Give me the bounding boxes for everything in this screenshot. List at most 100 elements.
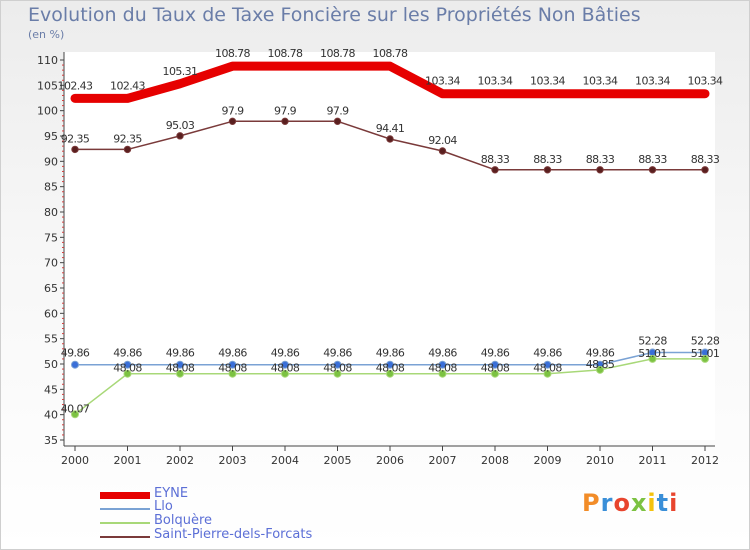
data-label: 49.86 [533, 347, 562, 360]
data-point [386, 369, 394, 378]
data-point [543, 166, 552, 174]
series-line-0 [70, 61, 710, 103]
data-point [71, 410, 79, 419]
data-label: 103.34 [583, 75, 618, 88]
data-label: 103.34 [530, 75, 565, 88]
chart-title: Evolution du Taux de Taxe Foncière sur l… [28, 4, 641, 26]
y-tick-label: 110 [37, 54, 58, 67]
data-point [333, 369, 342, 378]
data-label: 92.35 [113, 132, 142, 145]
x-tick-label: 2004 [271, 454, 299, 467]
data-label: 52.28 [638, 334, 667, 347]
data-label: 97.9 [326, 104, 349, 117]
plot-area [64, 52, 715, 440]
data-label: 49.86 [323, 347, 352, 360]
logo-letter: x [630, 489, 648, 517]
x-tick-label: 2007 [429, 454, 457, 467]
data-label: 48.08 [218, 362, 247, 375]
data-label: 48.08 [376, 362, 405, 375]
legend-swatch [100, 508, 150, 510]
data-label: 94.41 [376, 122, 405, 135]
y-tick-label: 35 [44, 434, 58, 447]
logo-letter: i [647, 489, 657, 517]
data-label: 49.86 [481, 347, 510, 360]
data-label: 95.03 [166, 119, 195, 132]
data-label: 49.86 [166, 347, 195, 360]
data-point [386, 135, 394, 143]
logo-letter: t [656, 489, 670, 517]
data-label: 48.08 [323, 362, 352, 375]
data-label: 49.86 [113, 347, 142, 360]
x-tick-label: 2008 [481, 454, 509, 467]
data-point [491, 360, 499, 369]
data-label: 88.33 [691, 153, 720, 166]
x-tick-label: 2012 [691, 454, 719, 467]
data-point [228, 117, 237, 126]
data-label: 103.34 [688, 75, 723, 88]
data-point [491, 166, 499, 174]
data-label: 48.85 [586, 358, 615, 371]
legend-swatch [100, 522, 150, 524]
data-point [701, 166, 709, 174]
data-label: 48.08 [428, 362, 457, 375]
y-tick-label: 70 [44, 257, 58, 270]
data-label: 92.35 [61, 132, 90, 145]
data-label: 108.78 [215, 47, 250, 60]
data-label: 48.08 [533, 362, 562, 375]
y-tick-label: 105 [37, 79, 58, 92]
data-point [281, 117, 289, 126]
data-label: 49.86 [428, 347, 457, 360]
data-point [648, 166, 657, 174]
data-point [701, 354, 709, 363]
data-point [176, 360, 184, 369]
x-tick-label: 2003 [219, 454, 247, 467]
data-label: 49.86 [61, 347, 90, 360]
data-label: 49.86 [218, 347, 247, 360]
legend-label: Bolquère [154, 513, 213, 528]
data-point [491, 369, 499, 378]
y-tick-label: 50 [44, 358, 58, 371]
data-point [648, 354, 657, 363]
data-label: 88.33 [638, 153, 667, 166]
y-tick-label: 75 [44, 231, 58, 244]
data-point [543, 360, 552, 369]
data-point [333, 360, 342, 369]
x-tick-label: 2011 [639, 454, 667, 467]
data-label: 103.34 [635, 75, 670, 88]
x-tick-label: 2001 [114, 454, 142, 467]
data-label: 97.9 [274, 104, 297, 117]
data-point [123, 360, 132, 369]
legend-label: EYNE [154, 486, 189, 501]
y-tick-label: 85 [44, 181, 58, 194]
data-point [176, 132, 184, 140]
data-point [123, 145, 132, 154]
data-label: 103.34 [478, 75, 513, 88]
data-label: 103.34 [425, 75, 460, 88]
data-point [596, 166, 604, 174]
y-tick-label: 45 [44, 383, 58, 396]
x-tick-label: 2009 [534, 454, 562, 467]
data-point [438, 369, 447, 378]
y-tick-label: 60 [44, 307, 58, 320]
data-label: 108.78 [268, 47, 303, 60]
data-label: 48.08 [271, 362, 300, 375]
logo-letter: r [600, 489, 614, 517]
data-point [123, 369, 132, 378]
data-label: 52.28 [691, 334, 720, 347]
data-label: 49.86 [586, 347, 615, 360]
data-label: 108.78 [320, 47, 355, 60]
logo-letter: o [613, 489, 631, 517]
data-label: 102.43 [58, 79, 93, 92]
data-point [543, 369, 552, 378]
data-point [71, 145, 79, 154]
data-label: 97.9 [221, 104, 244, 117]
x-tick-label: 2006 [376, 454, 404, 467]
y-tick-label: 55 [44, 333, 58, 346]
data-label: 92.04 [428, 134, 457, 147]
data-label: 105.31 [163, 65, 198, 78]
y-axis-unit: (en %) [28, 28, 65, 41]
data-point [71, 360, 79, 369]
x-tick-label: 2000 [61, 454, 89, 467]
legend-swatch [100, 536, 150, 538]
data-label: 48.08 [166, 362, 195, 375]
